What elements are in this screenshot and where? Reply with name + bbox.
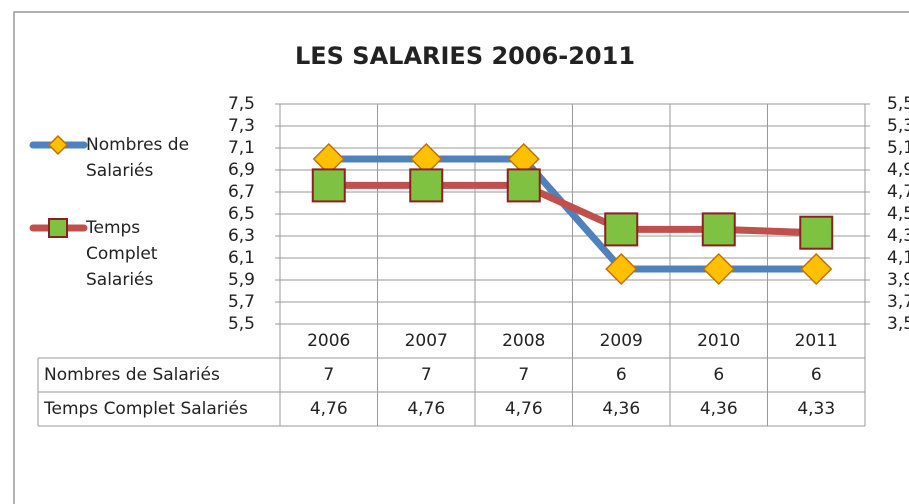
table-cell: 4,33: [797, 399, 835, 419]
square-marker: [701, 212, 736, 247]
table-cell: 4,36: [700, 399, 738, 419]
diamond-marker: [47, 134, 69, 156]
table-row-label: Nombres de Salariés: [44, 365, 220, 385]
y-tick-label: 7,5: [228, 94, 255, 114]
table-row-label: Temps Complet Salariés: [43, 399, 248, 419]
y2-tick-label: 5,1: [887, 138, 909, 158]
x-tick-label: 2006: [307, 331, 350, 351]
y-tick-label: 6,5: [228, 204, 255, 224]
legend-label: Nombres de Salariés: [86, 135, 190, 181]
table-cell: 4,76: [407, 399, 445, 419]
y-tick-label: 5,7: [228, 292, 255, 312]
x-tick-label: 2007: [405, 331, 448, 351]
y2-tick-label: 3,5: [887, 314, 909, 334]
y2-tick-label: 4,9: [887, 160, 909, 180]
y-tick-label: 5,9: [228, 270, 255, 290]
square-marker: [604, 212, 639, 247]
diamond-marker: [702, 252, 735, 286]
y-tick-label: 5,5: [228, 314, 255, 334]
square-marker: [48, 218, 68, 238]
y2-tick-label: 4,7: [887, 182, 909, 202]
x-tick-label: 2008: [502, 331, 545, 351]
x-tick-label: 2010: [697, 331, 740, 351]
table-cell: 7: [323, 365, 334, 385]
y2-tick-label: 5,5: [887, 94, 909, 114]
chart-title: LES SALARIES 2006-2011: [295, 42, 635, 70]
y2-tick-label: 4,1: [887, 248, 909, 268]
y-tick-label: 6,7: [228, 182, 255, 202]
table-cell: 4,36: [602, 399, 640, 419]
y-tick-label: 7,3: [228, 116, 255, 136]
table-cell: 6: [713, 365, 724, 385]
square-marker: [409, 168, 444, 203]
y-tick-label: 6,9: [228, 160, 255, 180]
square-marker: [311, 168, 346, 203]
y2-tick-label: 3,7: [887, 292, 909, 312]
y2-tick-label: 5,3: [887, 116, 909, 136]
series-line: [328, 155, 817, 273]
table-cell: 6: [616, 365, 627, 385]
x-tick-label: 2009: [600, 331, 643, 351]
diamond-marker: [605, 252, 638, 286]
table-cell: 4,76: [505, 399, 543, 419]
table-cell: 4,76: [310, 399, 348, 419]
y2-tick-label: 3,9: [887, 270, 909, 290]
y-tick-label: 6,3: [228, 226, 255, 246]
diamond-marker: [800, 252, 833, 286]
square-marker: [506, 168, 541, 203]
table-cell: 6: [811, 365, 822, 385]
y-tick-label: 6,1: [228, 248, 255, 268]
table-cell: 7: [518, 365, 529, 385]
square-marker: [799, 215, 834, 250]
legend-label: Temps Complet Salariés: [86, 218, 158, 290]
y-tick-label: 7,1: [228, 138, 255, 158]
table-cell: 7: [421, 365, 432, 385]
y2-tick-label: 4,5: [887, 204, 909, 224]
y2-tick-label: 4,3: [887, 226, 909, 246]
x-tick-label: 2011: [795, 331, 838, 351]
